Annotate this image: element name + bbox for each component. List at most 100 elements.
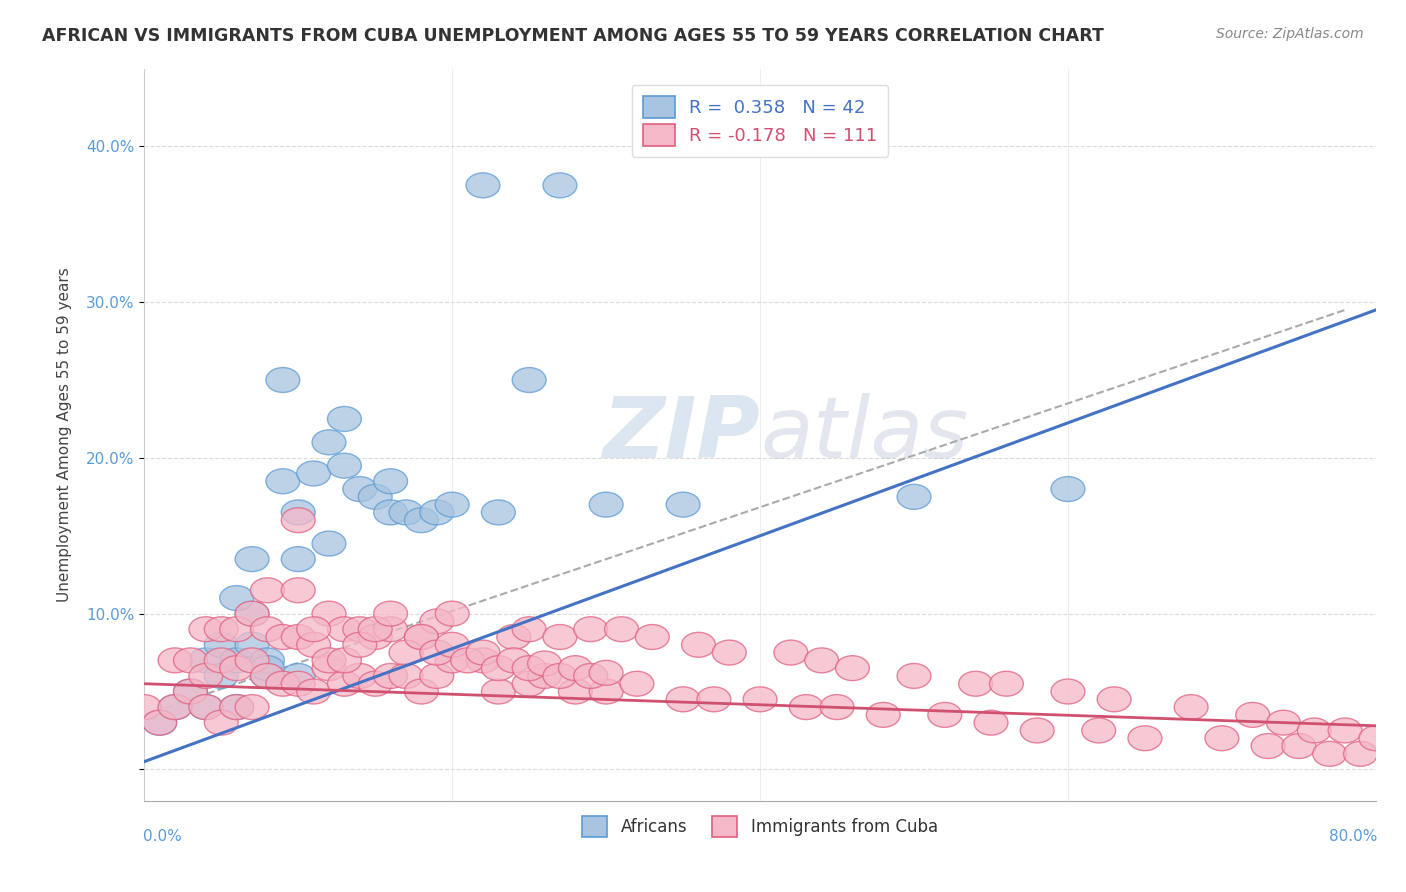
Ellipse shape xyxy=(697,687,731,712)
Ellipse shape xyxy=(173,679,208,704)
Text: ZIP: ZIP xyxy=(602,393,761,476)
Ellipse shape xyxy=(328,648,361,673)
Ellipse shape xyxy=(451,648,485,673)
Ellipse shape xyxy=(204,710,238,735)
Ellipse shape xyxy=(589,660,623,685)
Ellipse shape xyxy=(589,679,623,704)
Ellipse shape xyxy=(1097,687,1130,712)
Ellipse shape xyxy=(359,616,392,641)
Ellipse shape xyxy=(281,672,315,696)
Ellipse shape xyxy=(157,695,193,720)
Ellipse shape xyxy=(436,601,470,626)
Ellipse shape xyxy=(157,695,193,720)
Ellipse shape xyxy=(527,651,561,676)
Text: atlas: atlas xyxy=(761,393,969,476)
Ellipse shape xyxy=(405,508,439,533)
Ellipse shape xyxy=(173,679,208,704)
Ellipse shape xyxy=(420,664,454,689)
Ellipse shape xyxy=(343,476,377,501)
Ellipse shape xyxy=(204,632,238,657)
Ellipse shape xyxy=(959,672,993,696)
Ellipse shape xyxy=(143,710,177,735)
Ellipse shape xyxy=(835,656,869,681)
Text: 0.0%: 0.0% xyxy=(143,829,181,844)
Ellipse shape xyxy=(219,656,253,681)
Ellipse shape xyxy=(420,640,454,665)
Ellipse shape xyxy=(219,695,253,720)
Ellipse shape xyxy=(312,648,346,673)
Ellipse shape xyxy=(359,624,392,649)
Text: AFRICAN VS IMMIGRANTS FROM CUBA UNEMPLOYMENT AMONG AGES 55 TO 59 YEARS CORRELATI: AFRICAN VS IMMIGRANTS FROM CUBA UNEMPLOY… xyxy=(42,27,1104,45)
Ellipse shape xyxy=(281,500,315,524)
Ellipse shape xyxy=(574,616,607,641)
Ellipse shape xyxy=(328,453,361,478)
Ellipse shape xyxy=(1174,695,1208,720)
Ellipse shape xyxy=(496,648,530,673)
Ellipse shape xyxy=(1021,718,1054,743)
Ellipse shape xyxy=(188,648,222,673)
Ellipse shape xyxy=(235,648,269,673)
Ellipse shape xyxy=(312,430,346,455)
Ellipse shape xyxy=(465,648,501,673)
Ellipse shape xyxy=(312,531,346,556)
Ellipse shape xyxy=(620,672,654,696)
Ellipse shape xyxy=(558,679,592,704)
Ellipse shape xyxy=(297,679,330,704)
Ellipse shape xyxy=(359,672,392,696)
Ellipse shape xyxy=(1298,718,1331,743)
Ellipse shape xyxy=(374,616,408,641)
Ellipse shape xyxy=(1236,702,1270,727)
Ellipse shape xyxy=(328,616,361,641)
Ellipse shape xyxy=(297,632,330,657)
Ellipse shape xyxy=(481,500,515,524)
Ellipse shape xyxy=(235,632,269,657)
Ellipse shape xyxy=(343,632,377,657)
Ellipse shape xyxy=(1360,726,1393,751)
Ellipse shape xyxy=(1128,726,1161,751)
Ellipse shape xyxy=(281,578,315,603)
Ellipse shape xyxy=(235,601,269,626)
Ellipse shape xyxy=(436,632,470,657)
Ellipse shape xyxy=(359,484,392,509)
Ellipse shape xyxy=(188,664,222,689)
Ellipse shape xyxy=(250,664,284,689)
Ellipse shape xyxy=(188,695,222,720)
Ellipse shape xyxy=(928,702,962,727)
Ellipse shape xyxy=(312,601,346,626)
Ellipse shape xyxy=(1081,718,1116,743)
Ellipse shape xyxy=(389,640,423,665)
Ellipse shape xyxy=(281,624,315,649)
Ellipse shape xyxy=(527,664,561,689)
Ellipse shape xyxy=(405,624,439,649)
Ellipse shape xyxy=(235,601,269,626)
Ellipse shape xyxy=(682,632,716,657)
Text: Source: ZipAtlas.com: Source: ZipAtlas.com xyxy=(1216,27,1364,41)
Ellipse shape xyxy=(266,672,299,696)
Ellipse shape xyxy=(219,648,253,673)
Y-axis label: Unemployment Among Ages 55 to 59 years: Unemployment Among Ages 55 to 59 years xyxy=(58,268,72,602)
Ellipse shape xyxy=(312,656,346,681)
Ellipse shape xyxy=(374,664,408,689)
Ellipse shape xyxy=(389,664,423,689)
Ellipse shape xyxy=(250,616,284,641)
Ellipse shape xyxy=(235,695,269,720)
Ellipse shape xyxy=(804,648,838,673)
Ellipse shape xyxy=(512,616,546,641)
Ellipse shape xyxy=(1344,741,1378,766)
Ellipse shape xyxy=(543,664,576,689)
Ellipse shape xyxy=(173,648,208,673)
Ellipse shape xyxy=(1052,679,1085,704)
Ellipse shape xyxy=(605,616,638,641)
Ellipse shape xyxy=(343,616,377,641)
Ellipse shape xyxy=(281,664,315,689)
Ellipse shape xyxy=(574,664,607,689)
Ellipse shape xyxy=(1313,741,1347,766)
Ellipse shape xyxy=(374,500,408,524)
Ellipse shape xyxy=(143,710,177,735)
Ellipse shape xyxy=(543,173,576,198)
Ellipse shape xyxy=(744,687,778,712)
Ellipse shape xyxy=(250,664,284,689)
Ellipse shape xyxy=(436,492,470,517)
Ellipse shape xyxy=(465,173,501,198)
Ellipse shape xyxy=(204,664,238,689)
